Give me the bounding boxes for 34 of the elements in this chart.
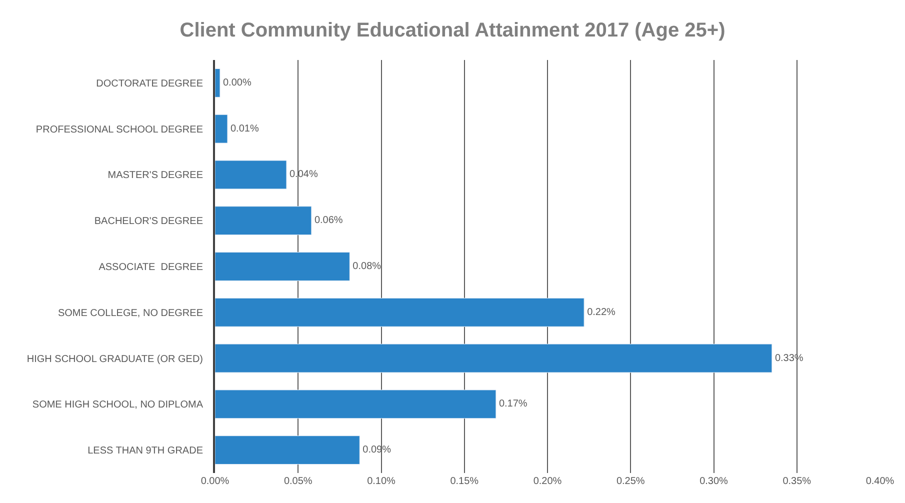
y-tick-label: MASTER'S DEGREE bbox=[108, 170, 204, 182]
bar bbox=[215, 298, 584, 327]
bar bbox=[215, 390, 496, 419]
x-tick-label: 0.00% bbox=[200, 476, 230, 487]
x-tick-label: 0.25% bbox=[616, 476, 645, 487]
bar bbox=[215, 252, 350, 281]
y-tick-label: ASSOCIATE DEGREE bbox=[98, 262, 204, 273]
y-tick-label: LESS THAN 9TH GRADE bbox=[88, 446, 204, 457]
data-label: 0.08% bbox=[352, 261, 382, 272]
x-tick-label: 0.15% bbox=[450, 476, 479, 487]
bar bbox=[215, 436, 360, 465]
y-tick-label: SOME COLLEGE, NO DEGREE bbox=[58, 308, 204, 319]
data-label: 0.17% bbox=[498, 398, 528, 410]
bar bbox=[215, 344, 772, 373]
y-tick-label: BACHELOR'S DEGREE bbox=[94, 216, 204, 228]
y-tick-label: SOME HIGH SCHOOL, NO DIPLOMA bbox=[32, 400, 204, 411]
bar bbox=[215, 68, 220, 98]
bar bbox=[215, 160, 287, 190]
x-tick-label: 0.30% bbox=[700, 476, 728, 487]
x-tick-label: 0.40% bbox=[866, 476, 894, 487]
x-tick-label: 0.10% bbox=[367, 476, 396, 487]
data-label: 0.00% bbox=[222, 77, 252, 88]
x-tick-label: 0.35% bbox=[782, 476, 812, 487]
bar bbox=[215, 114, 228, 144]
y-tick-label: DOCTORATE DEGREE bbox=[96, 78, 204, 90]
data-label: 0.01% bbox=[230, 123, 259, 134]
x-tick-label: 0.20% bbox=[533, 476, 562, 487]
x-tick-label: 0.05% bbox=[284, 476, 312, 487]
y-tick-label: PROFESSIONAL SCHOOL DEGREE bbox=[36, 124, 204, 136]
chart-title: Client Community Educational Attainment 2017 (Age 25+) bbox=[180, 20, 726, 42]
y-tick-label: HIGH SCHOOL GRADUATE (OR GED) bbox=[26, 354, 203, 365]
data-label: 0.06% bbox=[314, 215, 343, 226]
bar bbox=[215, 206, 312, 236]
data-label: 0.22% bbox=[587, 306, 616, 318]
